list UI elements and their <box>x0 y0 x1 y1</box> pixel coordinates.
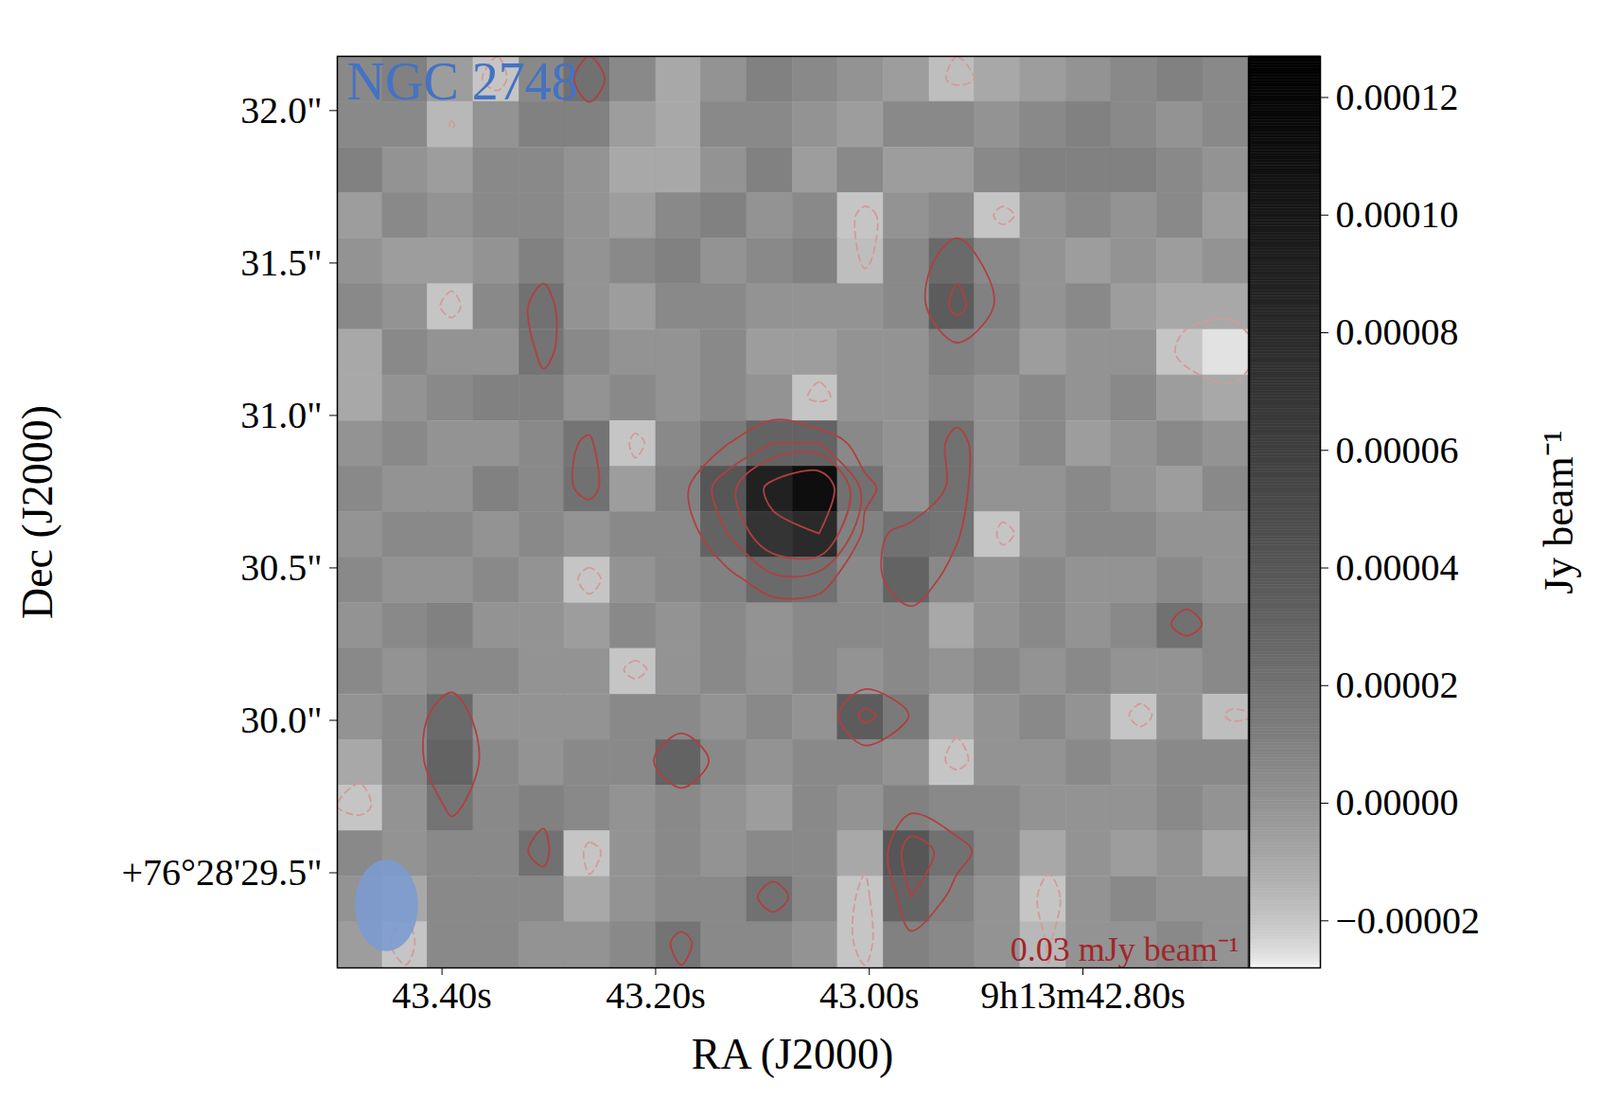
svg-text:0.03 mJy beam⁻¹: 0.03 mJy beam⁻¹ <box>1010 930 1240 968</box>
svg-text:0.00012: 0.00012 <box>1336 75 1460 119</box>
svg-text:30.0": 30.0" <box>240 698 322 741</box>
svg-text:43.40s: 43.40s <box>391 973 493 1017</box>
svg-text:32.0": 32.0" <box>240 88 322 132</box>
svg-text:0.00000: 0.00000 <box>1336 780 1460 824</box>
svg-text:0.00004: 0.00004 <box>1336 545 1460 589</box>
svg-text:43.00s: 43.00s <box>819 973 920 1017</box>
svg-text:0.00002: 0.00002 <box>1336 663 1460 706</box>
svg-text:30.5": 30.5" <box>240 545 322 589</box>
html-text:Dec (J2000): Dec (J2000) <box>13 404 62 619</box>
html-text:RA (J2000): RA (J2000) <box>691 1029 894 1078</box>
svg-text:0.00006: 0.00006 <box>1336 428 1460 472</box>
svg-text:−0.00002: −0.00002 <box>1336 898 1481 942</box>
svg-text:31.5": 31.5" <box>240 241 322 284</box>
svg-text:9h13m42.80s: 9h13m42.80s <box>980 973 1186 1017</box>
svg-text:31.0": 31.0" <box>240 393 322 437</box>
svg-text:0.00010: 0.00010 <box>1336 193 1460 236</box>
svg-text:NGC 2748: NGC 2748 <box>347 52 579 111</box>
svg-text:43.20s: 43.20s <box>605 973 706 1017</box>
svg-text:+76°28'29.5": +76°28'29.5" <box>121 850 322 894</box>
html-text:Jy beam⁻¹: Jy beam⁻¹ <box>1535 429 1583 594</box>
svg-text:0.00008: 0.00008 <box>1336 310 1460 353</box>
